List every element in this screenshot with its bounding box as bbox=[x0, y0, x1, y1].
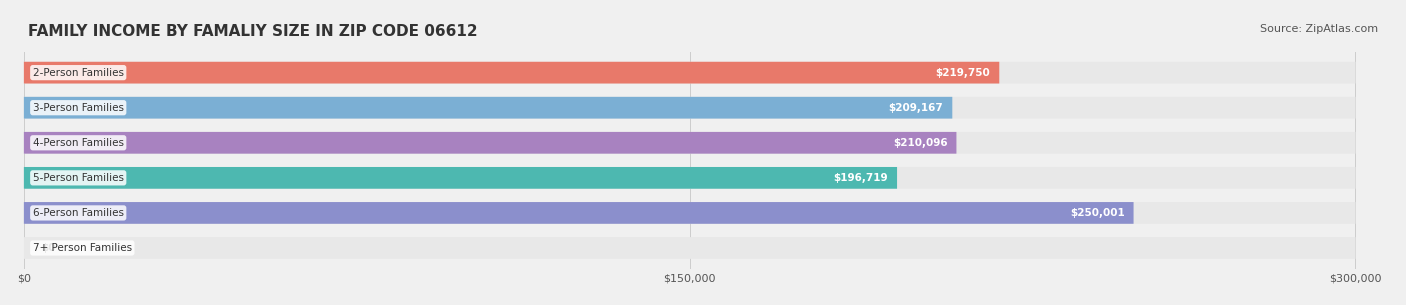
Text: 6-Person Families: 6-Person Families bbox=[32, 208, 124, 218]
Text: 2-Person Families: 2-Person Families bbox=[32, 68, 124, 78]
FancyBboxPatch shape bbox=[24, 132, 956, 154]
Text: $210,096: $210,096 bbox=[893, 138, 948, 148]
FancyBboxPatch shape bbox=[24, 237, 1355, 259]
Text: $0: $0 bbox=[42, 243, 56, 253]
Text: Source: ZipAtlas.com: Source: ZipAtlas.com bbox=[1260, 24, 1378, 34]
FancyBboxPatch shape bbox=[24, 202, 1133, 224]
Text: 7+ Person Families: 7+ Person Families bbox=[32, 243, 132, 253]
FancyBboxPatch shape bbox=[24, 62, 1000, 84]
Text: $250,001: $250,001 bbox=[1070, 208, 1125, 218]
FancyBboxPatch shape bbox=[24, 97, 1355, 119]
FancyBboxPatch shape bbox=[24, 132, 1355, 154]
Text: 4-Person Families: 4-Person Families bbox=[32, 138, 124, 148]
Text: $219,750: $219,750 bbox=[935, 68, 990, 78]
Text: 3-Person Families: 3-Person Families bbox=[32, 103, 124, 113]
FancyBboxPatch shape bbox=[24, 202, 1355, 224]
Text: $209,167: $209,167 bbox=[889, 103, 943, 113]
Text: $196,719: $196,719 bbox=[834, 173, 889, 183]
FancyBboxPatch shape bbox=[24, 167, 897, 189]
FancyBboxPatch shape bbox=[24, 167, 1355, 189]
Text: FAMILY INCOME BY FAMALIY SIZE IN ZIP CODE 06612: FAMILY INCOME BY FAMALIY SIZE IN ZIP COD… bbox=[28, 24, 478, 39]
FancyBboxPatch shape bbox=[24, 62, 1355, 84]
FancyBboxPatch shape bbox=[24, 97, 952, 119]
Text: 5-Person Families: 5-Person Families bbox=[32, 173, 124, 183]
